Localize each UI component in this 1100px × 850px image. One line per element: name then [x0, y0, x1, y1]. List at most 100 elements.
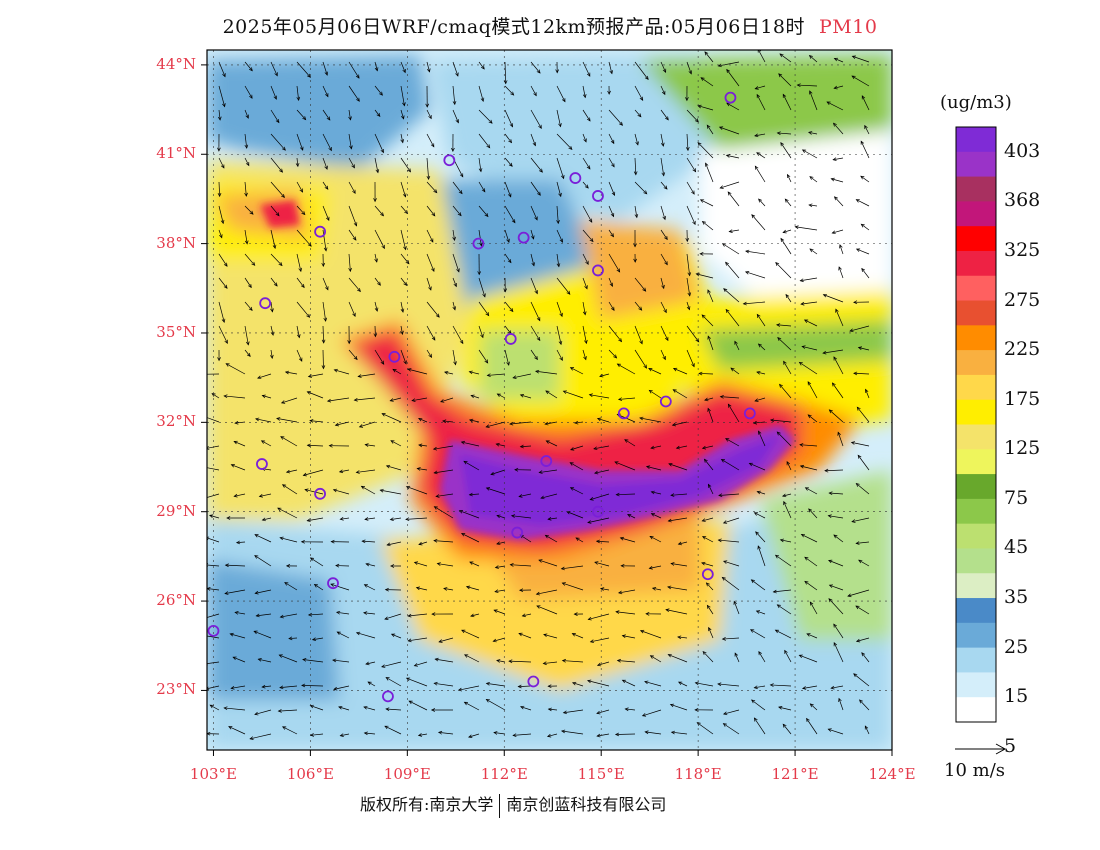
wind-arrow-head [754, 133, 759, 138]
wind-arrow [826, 101, 844, 111]
wind-arrow-head [639, 96, 644, 101]
wind-arrow-head [431, 612, 436, 616]
city-marker [617, 407, 630, 420]
wind-arrow [671, 563, 688, 567]
wind-arrow [829, 584, 844, 591]
wind-arrow-head [456, 268, 460, 273]
wind-arrow-head [519, 588, 524, 592]
wind-arrow [374, 301, 378, 312]
wind-arrow [261, 440, 272, 447]
wind-arrow-head [353, 222, 358, 227]
wind-arrow-head [725, 308, 730, 313]
wind-arrow-head [509, 563, 514, 567]
wind-arrow-head [587, 679, 592, 684]
wind-arrow [443, 588, 454, 591]
wind-arrow [797, 84, 818, 87]
wind-arrow [615, 611, 636, 615]
wind-arrow-head [665, 608, 670, 613]
wind-arrow-head [616, 268, 621, 273]
wind-arrow [322, 325, 325, 343]
wind-arrow [671, 731, 688, 735]
wind-arrow-head [827, 514, 832, 518]
wind-arrow-head [455, 119, 459, 124]
wind-arrow-head [277, 507, 282, 512]
wind-arrow-head [672, 389, 677, 393]
wind-arrow-head [492, 638, 497, 643]
wind-arrow-head [355, 74, 360, 79]
wind-arrow-head [851, 55, 856, 59]
wind-arrow [861, 95, 870, 111]
wind-arrow-head [860, 223, 865, 228]
wind-arrow [412, 397, 428, 402]
wind-arrow-head [694, 118, 699, 123]
wind-arrow [699, 373, 714, 375]
wind-arrow-head [734, 652, 739, 657]
wind-arrow-head [705, 582, 710, 587]
wind-arrow [561, 730, 584, 735]
wind-arrow [782, 94, 792, 111]
wind-arrow-head [594, 561, 599, 565]
wind-arrow [400, 349, 407, 365]
wind-arrow [582, 133, 587, 143]
wind-arrow [496, 660, 506, 663]
wind-arrow [570, 445, 584, 451]
wind-arrow [837, 432, 844, 447]
wind-arrow-head [624, 439, 629, 443]
wind-arrow [802, 685, 818, 689]
wind-arrow-head [808, 508, 813, 513]
wind-arrow-head [408, 700, 413, 705]
wind-arrow [634, 349, 647, 369]
wind-arrow [258, 658, 272, 663]
wind-arrow [332, 659, 350, 663]
wind-arrow-head [403, 281, 408, 287]
wind-arrow [259, 493, 272, 497]
wind-arrow-head [255, 417, 260, 422]
wind-arrow [756, 371, 766, 375]
legend-label: 368 [1004, 189, 1041, 212]
wind-arrow [365, 563, 376, 567]
wind-arrow-head [284, 582, 289, 586]
wind-arrow [400, 181, 406, 197]
wind-arrow [452, 349, 456, 365]
wind-arrow [588, 613, 610, 620]
wind-arrow [582, 157, 591, 170]
colorbar-swatch [956, 275, 996, 302]
wind-arrow-head [261, 517, 266, 522]
wind-arrow-head [639, 416, 644, 421]
wind-arrow-head [485, 487, 491, 491]
wind-arrow [218, 325, 228, 344]
wind-arrow-head [389, 517, 394, 521]
wind-arrow-head [730, 367, 735, 372]
wind-arrow [280, 436, 298, 447]
wind-arrow-head [804, 556, 809, 561]
wind-arrow [307, 391, 324, 399]
wind-arrow [426, 61, 430, 72]
wind-arrow-head [864, 124, 868, 130]
wind-arrow [348, 229, 357, 241]
wind-arrow [322, 157, 328, 170]
wind-arrow-head [463, 460, 468, 465]
wind-arrow-head [518, 632, 523, 637]
wind-arrow [668, 654, 688, 663]
wind-arrow-head [717, 682, 722, 687]
wind-arrow-head [223, 284, 228, 289]
wind-arrow [775, 262, 792, 279]
wind-arrow [708, 627, 714, 639]
wind-arrow-head [353, 355, 358, 361]
wind-arrow [800, 277, 818, 282]
wind-arrow-head [851, 75, 856, 80]
wind-arrow [754, 397, 766, 402]
wind-arrow [686, 109, 699, 123]
wind-arrow-head [479, 242, 483, 247]
wind-arrow [706, 125, 714, 135]
wind-arrow-head [357, 374, 362, 378]
wind-arrow-head [559, 312, 563, 318]
wind-arrow [755, 85, 766, 90]
wind-arrow-head [413, 561, 419, 565]
city-markers [207, 91, 756, 703]
wind-arrow-head [776, 131, 781, 135]
wind-arrow [556, 205, 559, 224]
wind-arrow [704, 459, 714, 471]
wind-arrow-head [453, 361, 457, 366]
